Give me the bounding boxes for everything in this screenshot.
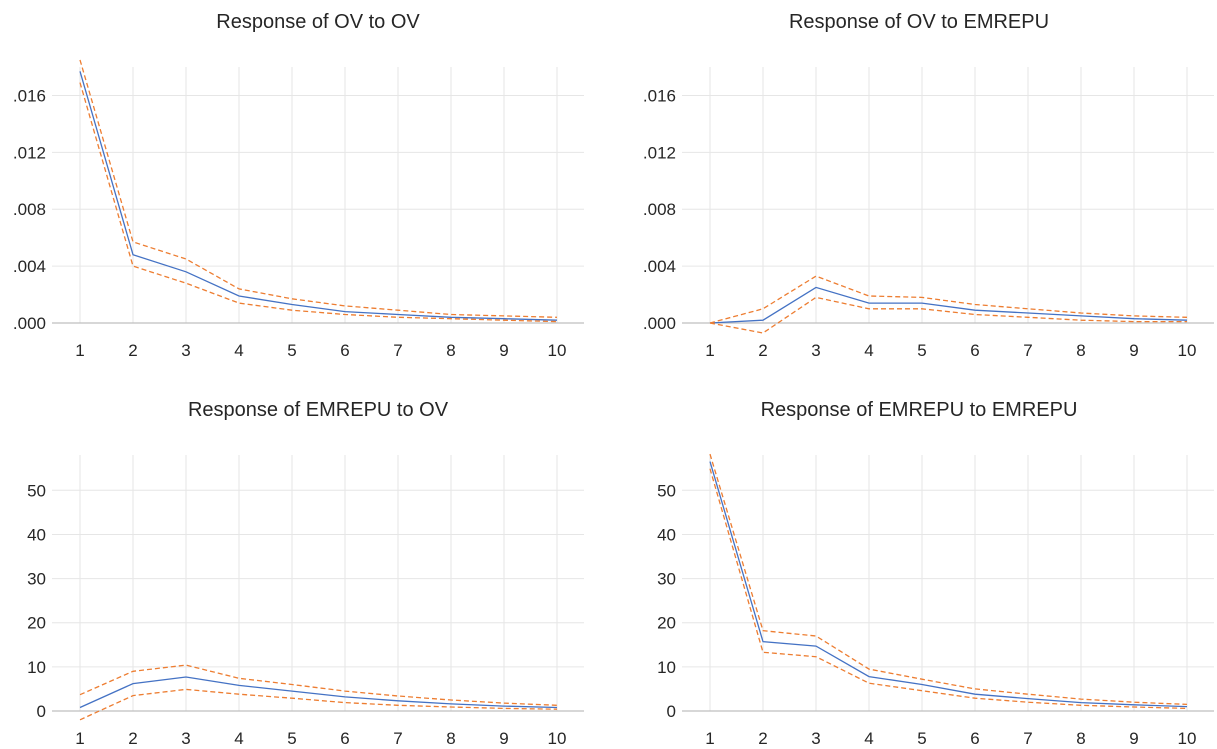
x-tick-label: 8 <box>446 729 455 748</box>
upper-band-line <box>709 453 1188 706</box>
x-tick-label: 6 <box>340 729 349 748</box>
lower-band-line <box>709 296 1187 334</box>
chart-title: Response of OV to OV <box>216 11 420 33</box>
upper-band-line <box>79 664 558 706</box>
upper-band-line <box>79 59 558 318</box>
response-line <box>709 461 1188 708</box>
chart-panel-1: Response of OV to OV .000 .004 .008 .012 .016… <box>13 11 584 360</box>
y-tick-label: .012 <box>13 143 46 162</box>
x-tick-label: 10 <box>1178 729 1197 748</box>
y-tick-label: 10 <box>657 658 676 677</box>
x-tick-label: 10 <box>1178 341 1197 360</box>
x-tick-label: 8 <box>1076 341 1085 360</box>
x-tick-label: 3 <box>811 729 820 748</box>
y-tick-label: 30 <box>27 570 46 589</box>
x-tick-label: 10 <box>548 341 567 360</box>
y-tick-label: .008 <box>643 200 676 219</box>
y-tick-label: 40 <box>657 525 676 544</box>
x-tick-label: 7 <box>393 341 402 360</box>
y-tick-label: .012 <box>643 143 676 162</box>
y-tick-label: 30 <box>657 570 676 589</box>
x-tick-label: 10 <box>548 729 567 748</box>
x-tick-label: 3 <box>181 341 190 360</box>
x-tick-label: 7 <box>1023 341 1032 360</box>
x-tick-label: 9 <box>1129 341 1138 360</box>
x-tick-label: 4 <box>864 729 873 748</box>
lower-band-line <box>709 468 1188 710</box>
x-tick-label: 1 <box>75 729 84 748</box>
x-tick-label: 5 <box>917 729 926 748</box>
x-tick-label: 9 <box>499 341 508 360</box>
x-tick-label: 1 <box>75 341 84 360</box>
y-tick-label: .004 <box>643 257 676 276</box>
response-line <box>709 286 1188 324</box>
x-tick-label: 9 <box>1129 729 1138 748</box>
chart-panel-4: Response of EMREPU to EMREPU 0 10 20 30 40 50 1… <box>657 399 1214 748</box>
x-tick-label: 8 <box>1076 729 1085 748</box>
y-tick-label: .004 <box>13 257 46 276</box>
x-tick-label: 2 <box>128 729 137 748</box>
response-line <box>79 71 558 321</box>
x-tick-label: 3 <box>181 729 190 748</box>
x-tick-label: 6 <box>970 341 979 360</box>
y-tick-label: 0 <box>37 702 46 721</box>
x-tick-label: 3 <box>811 341 820 360</box>
y-tick-label: 10 <box>27 658 46 677</box>
lower-band-line <box>79 688 558 721</box>
x-tick-label: 4 <box>234 729 243 748</box>
x-tick-label: 7 <box>393 729 402 748</box>
x-tick-label: 6 <box>970 729 979 748</box>
x-tick-label: 6 <box>340 341 349 360</box>
y-tick-label: 0 <box>667 702 676 721</box>
x-tick-label: 2 <box>758 729 767 748</box>
x-tick-label: 2 <box>758 341 767 360</box>
y-tick-label: 40 <box>27 525 46 544</box>
y-tick-label: .016 <box>643 86 676 105</box>
y-tick-label: .000 <box>643 314 676 333</box>
x-tick-label: 7 <box>1023 729 1032 748</box>
x-tick-label: 4 <box>234 341 243 360</box>
y-tick-label: .000 <box>13 314 46 333</box>
response-line <box>79 676 558 709</box>
y-tick-label: 20 <box>657 614 676 633</box>
x-tick-label: 5 <box>917 341 926 360</box>
y-tick-label: .008 <box>13 200 46 219</box>
x-tick-label: 8 <box>446 341 455 360</box>
x-tick-label: 1 <box>705 341 714 360</box>
x-tick-label: 9 <box>499 729 508 748</box>
chart-panel-2: Response of OV to EMREPU .000 .004 .008 .012… <box>643 11 1214 360</box>
x-tick-label: 2 <box>128 341 137 360</box>
upper-band-line <box>709 275 1188 324</box>
x-tick-label: 5 <box>287 341 296 360</box>
x-tick-label: 1 <box>705 729 714 748</box>
y-tick-label: 50 <box>657 481 676 500</box>
x-tick-label: 5 <box>287 729 296 748</box>
lower-band-line <box>79 82 558 323</box>
chart-panel-3: Response of EMREPU to OV 0 10 20 30 40 50 1 2 3 4 5… <box>27 399 584 748</box>
chart-title: Response of EMREPU to OV <box>188 399 449 421</box>
y-tick-label: 20 <box>27 614 46 633</box>
chart-title: Response of OV to EMREPU <box>789 11 1049 33</box>
x-tick-label: 4 <box>864 341 873 360</box>
y-tick-label: .016 <box>13 86 46 105</box>
chart-title: Response of EMREPU to EMREPU <box>761 399 1078 421</box>
y-tick-label: 50 <box>27 481 46 500</box>
